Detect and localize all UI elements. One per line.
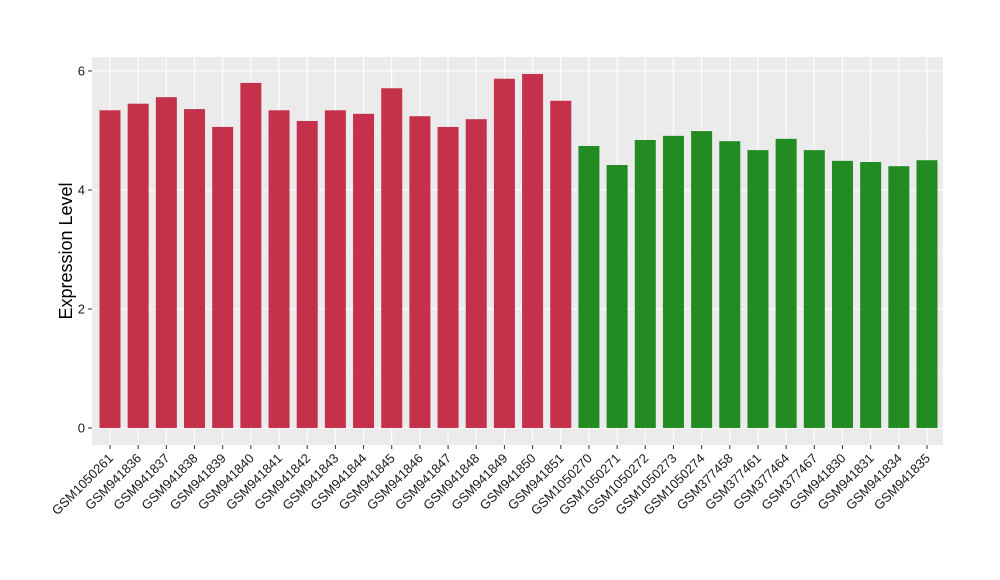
- bar-GSM1050272: [634, 140, 656, 428]
- bar-GSM941846: [409, 116, 431, 428]
- bar-GSM941831: [860, 162, 882, 428]
- y-tick-label: 6: [78, 64, 85, 79]
- bar-GSM941847: [437, 126, 459, 429]
- bar-GSM941834: [888, 166, 910, 428]
- y-tick-label: 2: [78, 302, 85, 317]
- bar-GSM941835: [916, 160, 938, 428]
- bar-GSM941841: [268, 110, 290, 429]
- y-tick-label: 0: [78, 421, 85, 436]
- bar-GSM1050274: [691, 131, 713, 428]
- bar-GSM941851: [550, 100, 572, 428]
- plot-panel: [92, 57, 943, 445]
- bar-GSM1050271: [606, 165, 628, 428]
- bar-GSM941839: [212, 126, 234, 429]
- bar-GSM941845: [381, 88, 403, 428]
- bar-GSM941838: [184, 109, 206, 428]
- bar-GSM941843: [324, 110, 346, 429]
- bar-GSM941842: [296, 120, 318, 428]
- bar-GSM1050270: [578, 145, 600, 428]
- x-axis: GSM1050261GSM941836GSM941837GSM941838GSM…: [49, 445, 933, 518]
- bar-GSM941840: [240, 82, 262, 429]
- bar-GSM941837: [155, 97, 177, 429]
- bar-GSM941849: [493, 78, 515, 429]
- bar-GSM377458: [719, 141, 741, 428]
- bar-GSM941836: [127, 103, 149, 428]
- y-tick-label: 4: [78, 183, 85, 198]
- bar-GSM1050261: [99, 110, 121, 429]
- y-axis-label: Expression Level: [56, 182, 76, 319]
- bar-GSM941830: [831, 160, 853, 428]
- bar-GSM1050273: [662, 135, 684, 429]
- bar-GSM377464: [775, 138, 797, 428]
- bar-GSM377467: [803, 150, 825, 428]
- bar-GSM941848: [465, 119, 487, 428]
- bar-GSM941844: [353, 113, 375, 428]
- bars: [99, 73, 938, 429]
- bar-GSM941850: [522, 73, 544, 428]
- y-axis: 0 2 4 6: [78, 64, 92, 436]
- bar-GSM377461: [747, 150, 769, 428]
